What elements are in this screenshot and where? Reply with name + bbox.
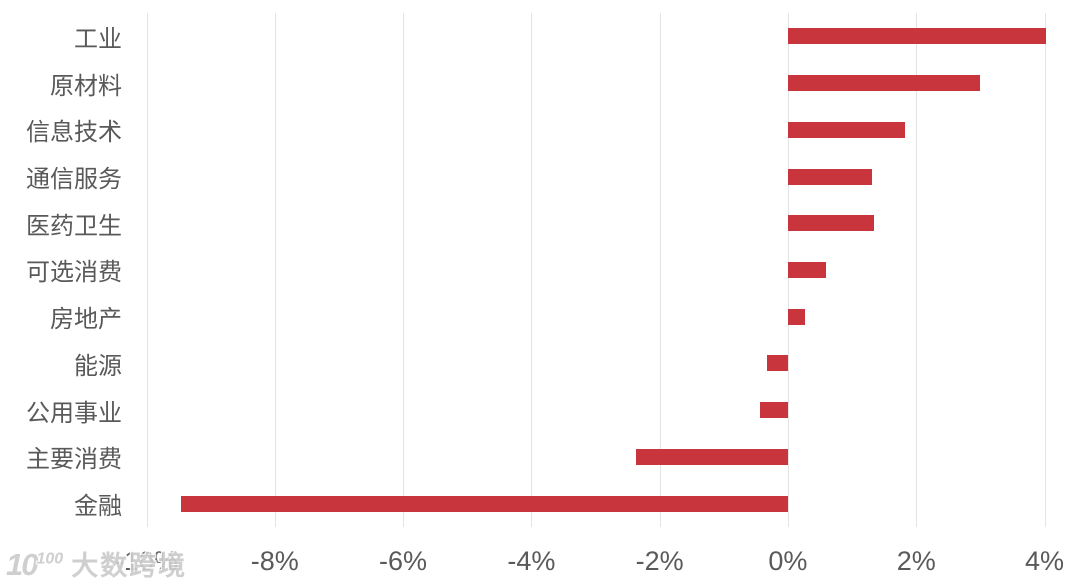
- x-tick-label: -6%: [379, 546, 428, 576]
- bar: [759, 402, 788, 419]
- bar: [787, 215, 874, 232]
- bar: [787, 262, 827, 278]
- category-label: 医药卫生: [26, 212, 122, 240]
- watermark-text: 大数跨境: [71, 551, 188, 581]
- gridline: [916, 13, 918, 527]
- category-label: 房地产: [50, 306, 122, 334]
- x-tick-label: 2%: [896, 546, 936, 576]
- x-tick-label: 4%: [1024, 546, 1065, 576]
- bar: [787, 121, 905, 138]
- category-label: 能源: [74, 352, 122, 380]
- x-axis: -10% -8% -6% -4% -2% 0% 2% 4%: [0, 546, 1080, 580]
- gridline: [1044, 13, 1046, 527]
- x-tick-label: -2%: [635, 546, 684, 576]
- category-label: 主要消费: [26, 446, 122, 474]
- gridline: [146, 13, 148, 527]
- category-label: 可选消费: [26, 259, 122, 287]
- category-label: 工业: [74, 25, 122, 53]
- category-axis: 工业原材料信息技术通信服务医药卫生可选消费房地产能源公用事业主要消费金融: [0, 13, 122, 527]
- bar: [787, 75, 981, 92]
- bar: [181, 495, 788, 512]
- watermark: 10100 大数跨境: [6, 544, 187, 583]
- category-label: 金融: [74, 493, 122, 521]
- category-label: 公用事业: [26, 399, 122, 427]
- bar: [787, 308, 806, 325]
- category-label: 通信服务: [26, 166, 122, 194]
- bar: [635, 448, 788, 465]
- x-tick-label: 0%: [768, 546, 808, 576]
- gridline: [274, 13, 276, 527]
- bar: [787, 168, 872, 185]
- gridline: [659, 13, 661, 527]
- category-label: 原材料: [50, 72, 122, 100]
- x-tick-label: -10%: [114, 546, 179, 576]
- category-label: 信息技术: [26, 119, 122, 147]
- watermark-logo-icon: 10100: [6, 547, 64, 582]
- gridline: [403, 13, 405, 527]
- bar: [787, 28, 1046, 45]
- plot-area: [146, 13, 1046, 527]
- gridline: [531, 13, 533, 527]
- x-tick-label: -4%: [507, 546, 556, 576]
- x-tick-label: -8%: [250, 546, 299, 576]
- bar: [766, 355, 788, 372]
